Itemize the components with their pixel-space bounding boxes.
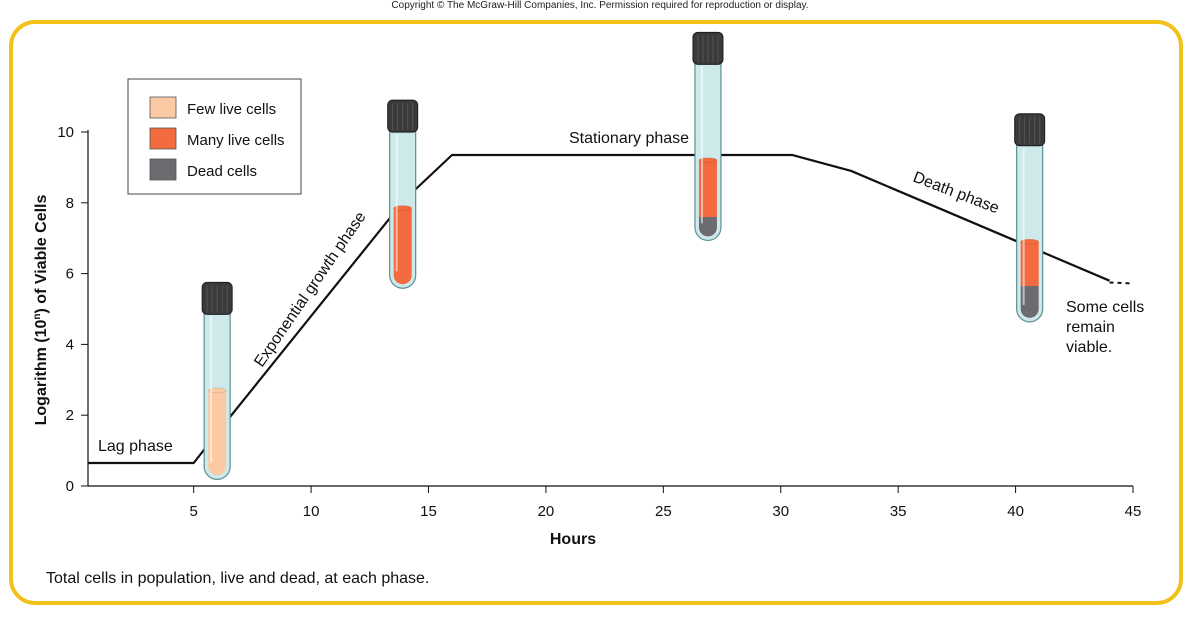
lag-phase-label: Lag phase <box>98 438 173 455</box>
y-tick-label: 0 <box>66 478 74 495</box>
y-tick-label: 6 <box>66 266 74 283</box>
x-tick-label: 45 <box>1125 503 1142 520</box>
y-axis-title: Logarithm (10n) of Viable Cells <box>32 195 50 426</box>
tube-contents-many-live <box>698 160 717 217</box>
tube-contents-few-live <box>208 390 227 476</box>
tube-contents-dead <box>1020 285 1039 318</box>
ticks: 5 10 15 20 25 30 35 40 45 0 2 4 6 8 10 <box>57 124 1141 520</box>
tube-contents-many-live <box>1020 241 1039 286</box>
legend-label-few-live: Few live cells <box>187 101 276 118</box>
growth-curve <box>88 153 1110 465</box>
tube-contents-dead <box>698 216 717 237</box>
copyright-notice: Copyright © The McGraw-Hill Companies, I… <box>391 0 809 11</box>
test-tube <box>692 31 724 242</box>
figure-caption: Total cells in population, live and dead… <box>46 570 430 587</box>
y-tick-label: 2 <box>66 407 74 424</box>
viable-annotation-line1: Some cells <box>1066 299 1144 316</box>
x-tick-label: 5 <box>190 503 198 520</box>
tube-meniscus <box>393 205 412 211</box>
tube-contents-many-live <box>393 208 412 285</box>
y-tick-label: 8 <box>66 195 74 212</box>
viable-tail-dashed <box>1109 281 1134 285</box>
test-tube <box>387 99 419 289</box>
curve-layer <box>88 153 1134 465</box>
legend: Few live cells Many live cells Dead cell… <box>127 78 302 195</box>
legend-swatch-dead <box>149 158 177 181</box>
tube-meniscus <box>207 387 227 394</box>
x-tick-label: 10 <box>303 503 320 520</box>
y-tick-label: 4 <box>66 336 74 353</box>
test-tube <box>201 281 233 480</box>
y-tick-label: 10 <box>57 124 74 141</box>
legend-swatch-many-live <box>149 127 177 150</box>
legend-label-many-live: Many live cells <box>187 132 285 149</box>
legend-swatch-few-live <box>149 96 177 119</box>
viable-annotation-line2: remain <box>1066 319 1115 336</box>
legend-label-dead: Dead cells <box>187 163 257 180</box>
axes <box>87 130 1133 487</box>
x-tick-label: 15 <box>420 503 437 520</box>
test-tube <box>1014 113 1046 323</box>
x-tick-label: 40 <box>1007 503 1024 520</box>
viable-annotation-line3: viable. <box>1066 339 1112 356</box>
death-phase-label: Death phase <box>911 169 1002 217</box>
tube-meniscus <box>698 157 718 164</box>
x-tick-label: 30 <box>772 503 789 520</box>
x-tick-label: 25 <box>655 503 672 520</box>
exponential-phase-label: Exponential growth phase <box>251 209 369 370</box>
x-axis-title: Hours <box>550 531 596 548</box>
x-tick-label: 35 <box>890 503 907 520</box>
tube-meniscus <box>1020 238 1039 245</box>
tubes-layer <box>201 31 1046 480</box>
stationary-phase-label: Stationary phase <box>569 130 689 147</box>
x-tick-label: 20 <box>538 503 555 520</box>
